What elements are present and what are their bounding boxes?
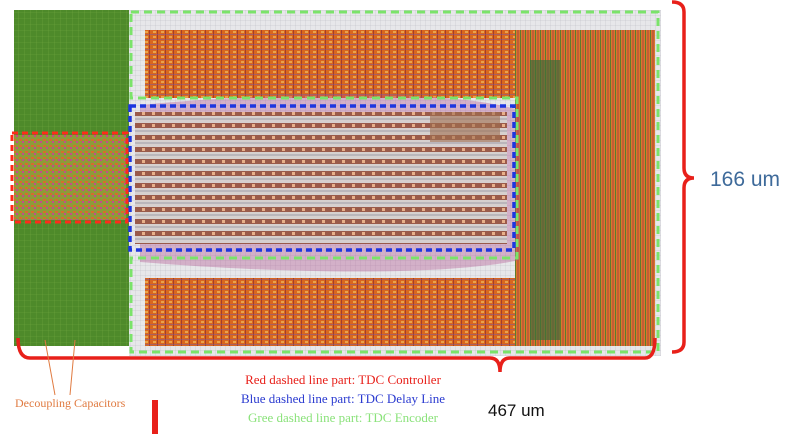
height-label: 166 um xyxy=(710,168,780,191)
height-bracket xyxy=(672,2,694,352)
legend-blue: Blue dashed line part: TDC Delay Line xyxy=(241,391,445,406)
delay-aux xyxy=(430,112,500,142)
width-label: 467 um xyxy=(488,401,545,420)
decap-label: Decoupling Capacitors xyxy=(15,396,126,410)
legend-red: Red dashed line part: TDC Controller xyxy=(245,372,441,387)
routing-column xyxy=(530,60,560,340)
page: 166 um 467 um Decoupling Capacitors Red … xyxy=(0,0,803,434)
layout-diagram: 166 um 467 um Decoupling Capacitors Red … xyxy=(0,0,803,434)
legend-green: Gree dashed line part: TDC Encoder xyxy=(248,410,439,425)
red-marker xyxy=(152,400,158,434)
decap-pointer xyxy=(45,340,75,395)
controller-area xyxy=(14,135,126,220)
